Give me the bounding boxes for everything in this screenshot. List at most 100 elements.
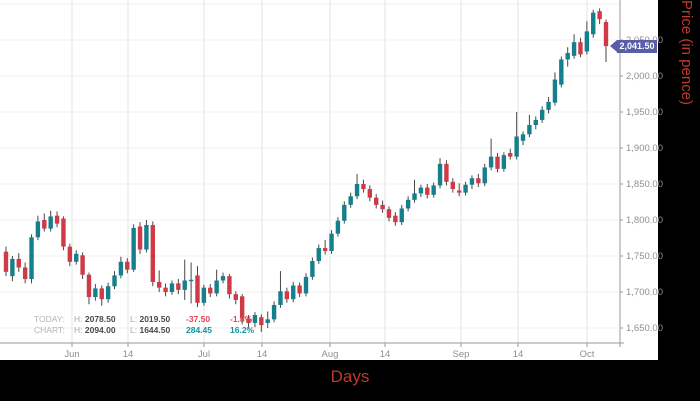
candle-up (469, 178, 475, 185)
candle-up (278, 291, 283, 305)
candles-layer (3, 8, 609, 332)
candle-up (405, 199, 411, 209)
last-price-value: 2,041.50 (619, 40, 655, 51)
x-tick-label: 14 (257, 349, 268, 360)
candle-up (112, 275, 117, 287)
candle-up (291, 285, 296, 300)
chart-high: H: 2094.00 (74, 324, 116, 335)
y-axis-title: Price (in pence) (678, 0, 695, 106)
candle-down (54, 215, 60, 224)
candle-down (156, 281, 162, 288)
candle-down (80, 255, 85, 275)
candle-down (456, 190, 462, 193)
candle-down (208, 287, 213, 294)
candle-down (163, 287, 168, 292)
x-tick-label: Jul (198, 349, 210, 360)
candle-down (597, 11, 602, 20)
candle-up (520, 134, 526, 141)
candle-up (431, 185, 436, 195)
candle-down (67, 246, 73, 262)
candle-up (35, 221, 41, 238)
candle-up (437, 163, 443, 186)
candle-up (131, 227, 136, 270)
candle-down (125, 261, 130, 270)
today-stats-row: TODAY: H: 2078.50 L: 2019.50 -37.50 -1.8… (34, 314, 268, 325)
grid-layer (0, 0, 620, 343)
chart-label: CHART: (34, 324, 65, 335)
chart-change: 284.45 (186, 324, 212, 335)
candle-up (201, 287, 207, 303)
y-tick-label: 1,700.00 (626, 287, 663, 298)
x-tick-label: Oct (580, 349, 595, 360)
candle-down (195, 275, 200, 303)
candle-up (188, 279, 194, 282)
candle-up (29, 237, 34, 280)
x-tick-label: 14 (380, 349, 391, 360)
candle-up (48, 216, 53, 229)
candle-up (565, 52, 570, 60)
summary-stats: TODAY: H: 2078.50 L: 2019.50 -37.50 -1.8… (34, 314, 268, 335)
candle-down (495, 156, 500, 169)
y-tick-label: 1,750.00 (626, 251, 663, 262)
candle-up (93, 288, 98, 298)
x-tick-label: 14 (123, 349, 134, 360)
candle-up (354, 184, 360, 197)
candle-down (246, 318, 251, 323)
y-tick-label: 1,950.00 (626, 107, 663, 118)
candle-up (559, 59, 564, 85)
candle-up (501, 155, 507, 169)
candle-down (137, 226, 143, 250)
candle-down (450, 181, 456, 190)
candle-down (367, 189, 373, 198)
candle-up (342, 204, 347, 221)
today-high: H: 2078.50 (74, 314, 116, 324)
chart-stats-row: CHART: H: 2094.00 L: 1644.50 284.45 16.2… (34, 325, 268, 336)
candle-up (335, 220, 341, 234)
candle-down (150, 225, 156, 282)
candle-up (182, 280, 187, 290)
plot-panel[interactable] (0, 0, 658, 360)
candle-down (508, 153, 513, 157)
candle-down (61, 218, 66, 247)
candle-up (329, 233, 334, 251)
today-change-pct: -1.8% (230, 314, 253, 324)
chart-low: L: 1644.50 (130, 324, 171, 335)
candle-down (22, 267, 28, 280)
today-change: -37.50 (186, 314, 211, 324)
axis-tick-labels: 2,050.002,000.001,950.001,900.001,850.00… (64, 35, 663, 360)
candle-down (386, 209, 392, 218)
candle-down (284, 291, 290, 300)
candle-up (214, 280, 219, 294)
x-tick-label: 14 (513, 349, 524, 360)
candle-up (310, 261, 315, 277)
candle-down (227, 276, 232, 295)
candle-up (584, 31, 590, 52)
candle-up (591, 12, 596, 35)
candle-down (393, 215, 398, 223)
candle-down (176, 283, 181, 290)
candle-down (374, 197, 379, 205)
today-label: TODAY: (34, 314, 65, 324)
x-tick-label: Sep (453, 349, 470, 360)
candle-down (603, 22, 609, 47)
candle-up (252, 315, 258, 323)
candle-down (239, 296, 245, 319)
candle-down (476, 178, 481, 184)
candle-down (444, 163, 449, 182)
y-tick-label: 1,650.00 (626, 323, 663, 334)
candle-up (220, 276, 226, 281)
candle-up (399, 208, 404, 223)
candle-down (99, 288, 104, 300)
candle-down (42, 220, 47, 229)
candle-up (169, 283, 175, 292)
y-tick-label: 1,900.00 (626, 143, 663, 154)
x-axis-title: Days (330, 367, 370, 386)
today-low: L: 2019.50 (130, 314, 171, 324)
candle-up (74, 253, 79, 262)
candle-up (144, 225, 149, 250)
y-tick-label: 2,000.00 (626, 71, 663, 82)
candle-down (3, 251, 9, 272)
candle-up (527, 124, 532, 135)
